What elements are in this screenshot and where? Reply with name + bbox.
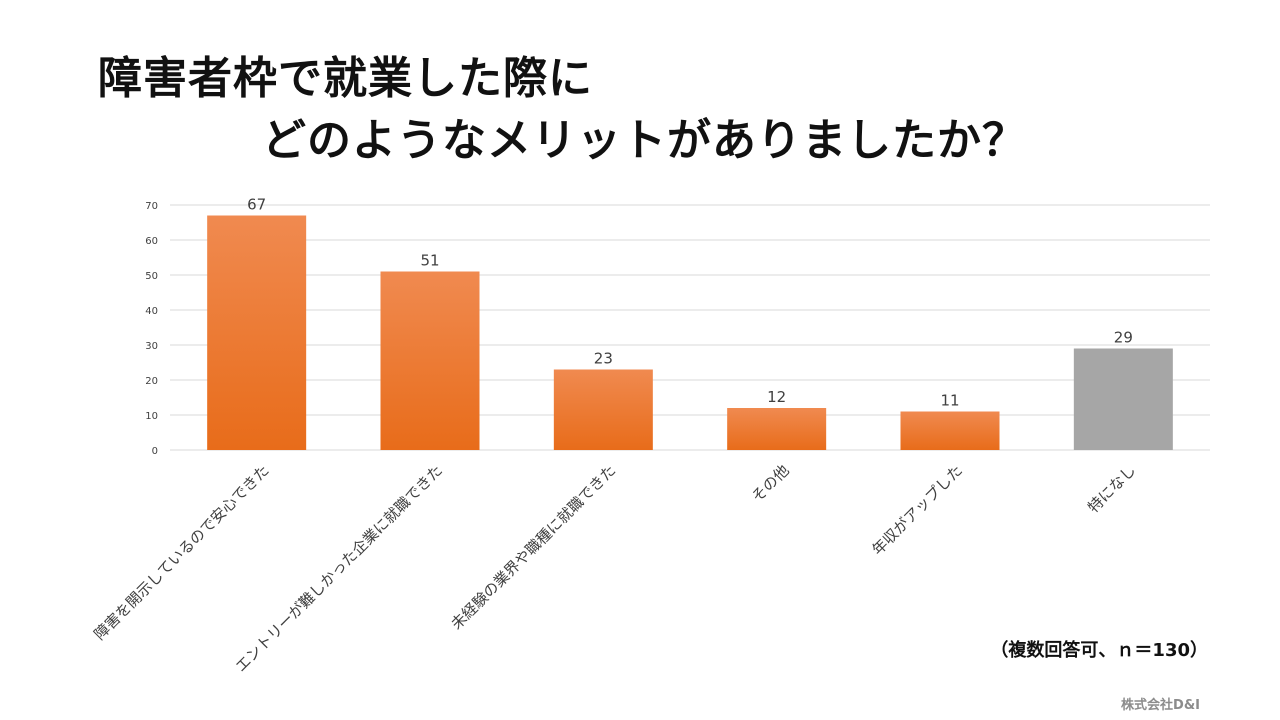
x-category-label: 特になし (1084, 461, 1139, 516)
x-category-label: 未経験の業界や職種に就職できた (448, 461, 620, 633)
y-axis-ticks: 0 10 20 30 40 50 60 70 (145, 201, 158, 457)
x-category-label: エントリーが難しかった企業に就職できた (232, 461, 446, 675)
y-tick-label: 70 (145, 201, 158, 212)
sample-note: （複数回答可、ｎ＝130） (990, 640, 1208, 661)
data-label: 67 (247, 196, 266, 214)
bar-3 (553, 369, 653, 450)
bar-4 (727, 408, 827, 450)
y-tick-label: 0 (152, 446, 158, 457)
x-category-label: 年収がアップした (868, 461, 966, 559)
x-category-label: その他 (748, 461, 793, 506)
y-tick-label: 40 (145, 306, 158, 317)
data-label: 11 (940, 392, 959, 410)
data-label: 29 (1114, 329, 1133, 347)
x-category-label: 障害を開示しているので安心できた (91, 461, 273, 643)
bar-6 (1073, 348, 1173, 450)
y-tick-label: 50 (145, 271, 158, 282)
y-tick-label: 60 (145, 236, 158, 247)
company-credit: 株式会社D&I (1121, 698, 1200, 713)
y-tick-label: 10 (145, 411, 158, 422)
bar-1 (207, 215, 307, 450)
y-tick-label: 30 (145, 341, 158, 352)
data-label: 12 (767, 388, 786, 406)
data-label: 23 (594, 350, 613, 368)
chart-title-line-1: 障害者枠で就業した際に (98, 53, 593, 104)
bars (207, 215, 1173, 450)
data-label: 51 (420, 252, 439, 270)
gridlines (170, 204, 1210, 451)
bar-5 (900, 411, 1000, 450)
chart-title-line-2: どのようなメリットがありましたか？ (262, 115, 1027, 166)
bar-2 (380, 271, 480, 450)
y-tick-label: 20 (145, 376, 158, 387)
data-labels: 67 51 23 12 11 29 (247, 196, 1133, 410)
